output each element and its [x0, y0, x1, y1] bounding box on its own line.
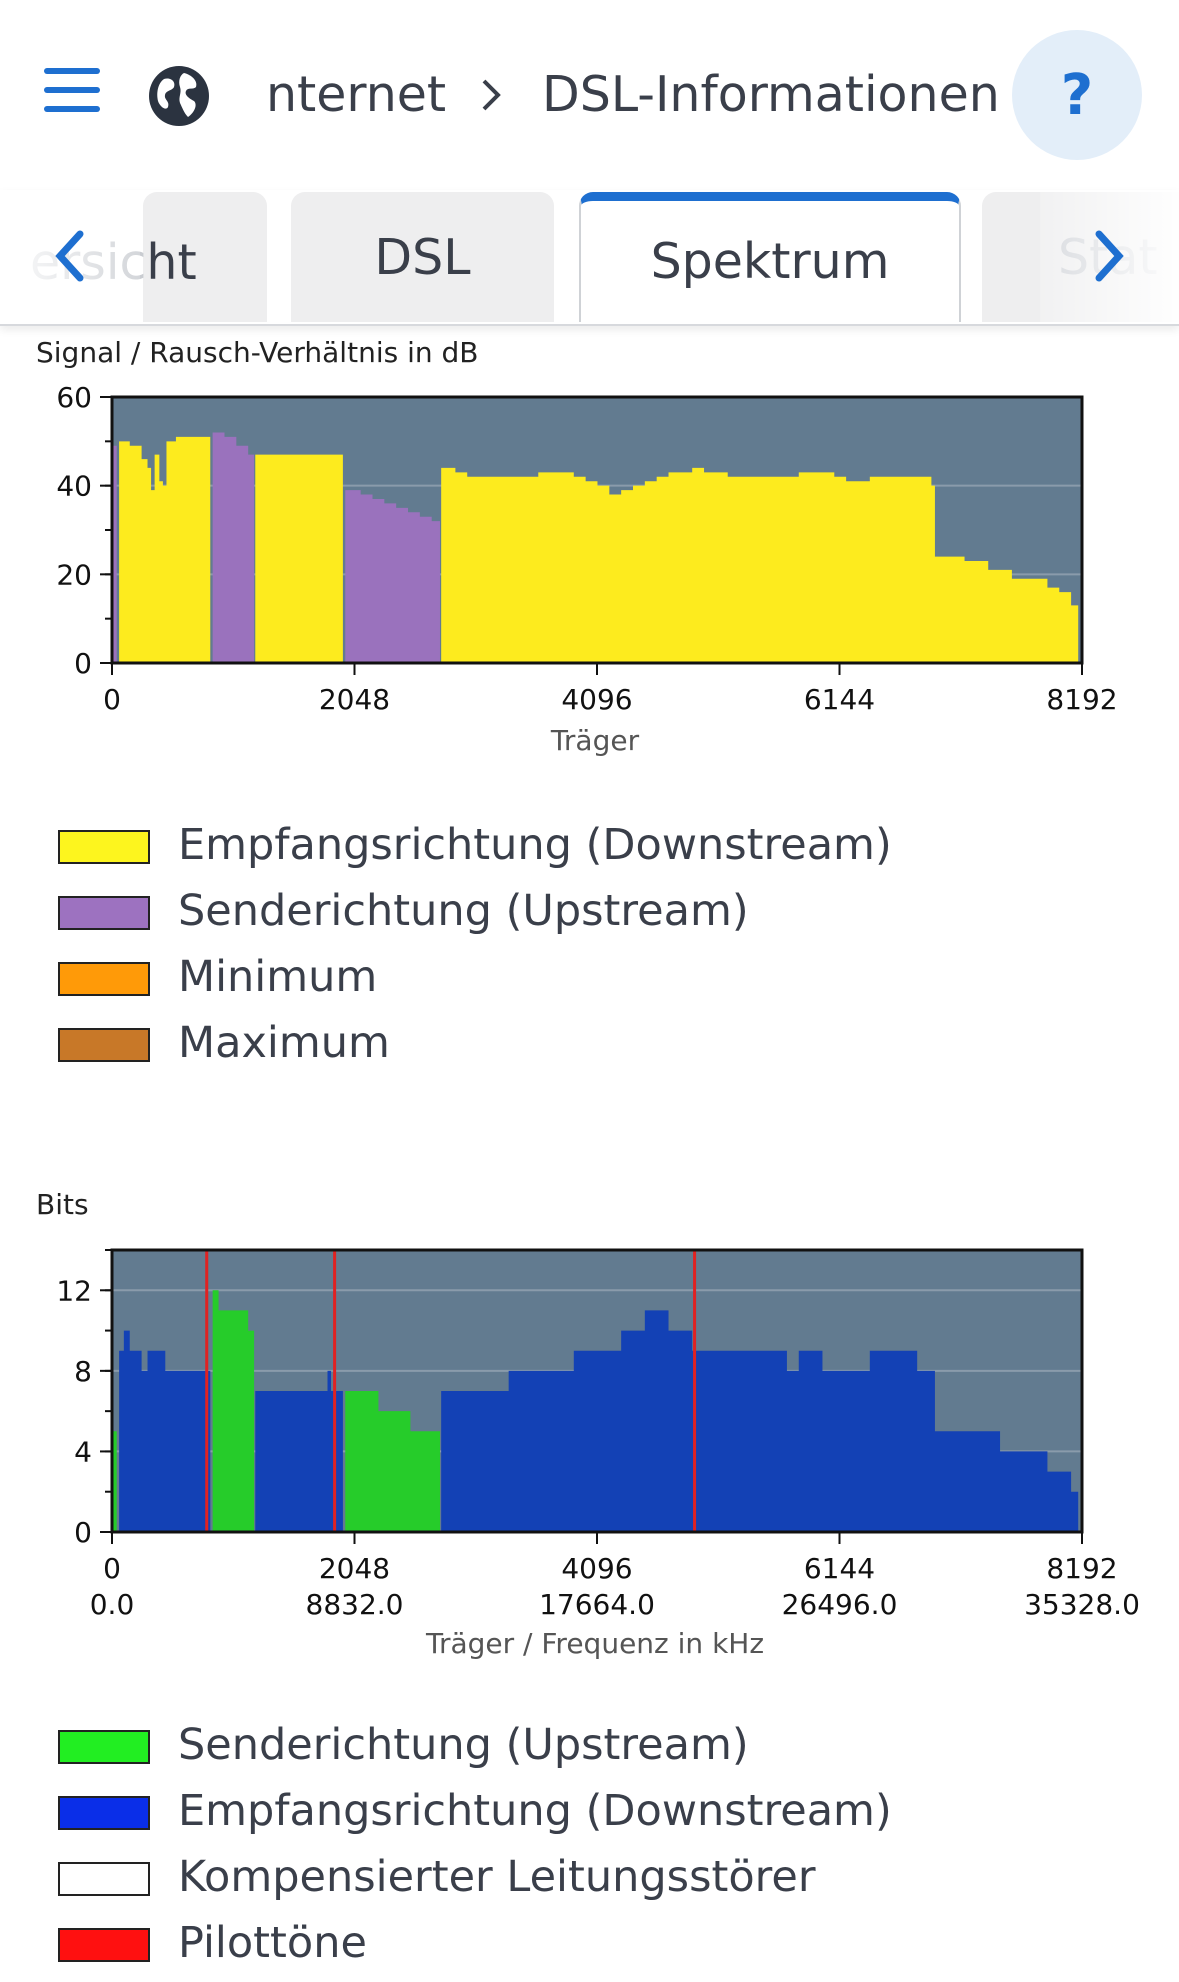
y-tick-label: 12 — [56, 1274, 92, 1307]
y-tick-label: 40 — [56, 470, 92, 503]
y-tick-label: 0 — [74, 1516, 92, 1549]
legend-swatch — [58, 1862, 150, 1896]
x-tick-label-frequency: 26496.0 — [782, 1588, 898, 1621]
app-header: nternet DSL-Informationen ? — [0, 0, 1179, 190]
tab-fade-left — [0, 190, 140, 322]
x-tick-label: 6144 — [804, 1552, 875, 1585]
x-axis-label: Träger / Frequenz in kHz — [425, 1627, 764, 1660]
x-tick-label: 0 — [103, 1552, 121, 1585]
series-1-segment-2 — [345, 490, 440, 663]
legend-swatch — [58, 1928, 150, 1962]
series-0-segment-1 — [212, 1290, 255, 1532]
y-tick-label: 20 — [56, 558, 92, 591]
x-tick-label: 4096 — [561, 1552, 632, 1585]
legend-swatch — [58, 896, 150, 930]
series-0-segment-2 — [345, 1391, 440, 1532]
chevron-right-tab-icon[interactable] — [1083, 226, 1133, 286]
bits-chart: Bits0481200.020488832.0409617664.0614426… — [36, 1188, 1140, 1660]
tab-overview-partial[interactable] — [143, 192, 267, 322]
series-0-segment-2 — [441, 467, 1079, 663]
y-tick-label: 8 — [74, 1355, 92, 1388]
tab-fade-right — [1040, 190, 1179, 322]
x-tick-label: 2048 — [319, 1552, 390, 1585]
series-1-segment-0 — [119, 1330, 211, 1532]
legend-label: Maximum — [178, 1018, 390, 1068]
y-tick-label: 60 — [56, 381, 92, 414]
legend-label: Senderichtung (Upstream) — [178, 886, 749, 936]
series-0-segment-0 — [119, 436, 211, 663]
legend-label: Pilottöne — [178, 1918, 367, 1968]
breadcrumb-root[interactable]: nternet — [266, 66, 447, 123]
tab-spektrum[interactable]: Spektrum — [579, 192, 961, 322]
series-0-segment-1 — [255, 454, 343, 663]
legend-swatch — [58, 1730, 150, 1764]
chart-title: Signal / Rausch-Verhältnis in dB — [36, 336, 479, 369]
chevron-right-icon — [482, 79, 501, 111]
globe-icon — [149, 66, 209, 126]
x-tick-label-frequency: 17664.0 — [539, 1588, 655, 1621]
x-tick-label: 8192 — [1046, 683, 1117, 716]
legend-swatch — [58, 830, 150, 864]
breadcrumb-current: DSL-Informationen — [542, 66, 1000, 123]
tab-bar: ersicht DSL Spektrum Stat — [0, 190, 1179, 326]
help-button[interactable]: ? — [1012, 30, 1142, 160]
legend-swatch — [58, 1796, 150, 1830]
legend-label: Kompensierter Leitungsstörer — [178, 1852, 816, 1902]
x-tick-label: 2048 — [319, 683, 390, 716]
y-tick-label: 4 — [74, 1435, 92, 1468]
legend-label: Empfangsrichtung (Downstream) — [178, 820, 892, 870]
legend-swatch — [58, 1028, 150, 1062]
tab-dsl[interactable]: DSL — [291, 192, 554, 322]
series-1-segment-2 — [441, 1310, 1079, 1532]
y-tick-label: 0 — [74, 647, 92, 680]
x-tick-label: 4096 — [561, 683, 632, 716]
chart-title: Bits — [36, 1188, 89, 1221]
x-axis-label: Träger — [550, 724, 640, 757]
chevron-left-icon[interactable] — [46, 226, 96, 286]
x-tick-label-frequency: 35328.0 — [1024, 1588, 1140, 1621]
x-tick-label: 0 — [103, 683, 121, 716]
x-tick-label-frequency: 8832.0 — [306, 1588, 404, 1621]
hamburger-icon[interactable] — [44, 68, 100, 112]
legend-swatch — [58, 962, 150, 996]
legend-label: Senderichtung (Upstream) — [178, 1720, 749, 1770]
legend-label: Minimum — [178, 952, 378, 1002]
x-tick-label: 6144 — [804, 683, 875, 716]
series-1-segment-1 — [255, 1370, 343, 1532]
snr-chart: Signal / Rausch-Verhältnis in dB 0 20 40 60 0… — [36, 336, 1118, 757]
legend-label: Empfangsrichtung (Downstream) — [178, 1786, 892, 1836]
series-1-segment-1 — [212, 432, 255, 663]
x-tick-label: 8192 — [1046, 1552, 1117, 1585]
x-tick-label-frequency: 0.0 — [90, 1588, 135, 1621]
